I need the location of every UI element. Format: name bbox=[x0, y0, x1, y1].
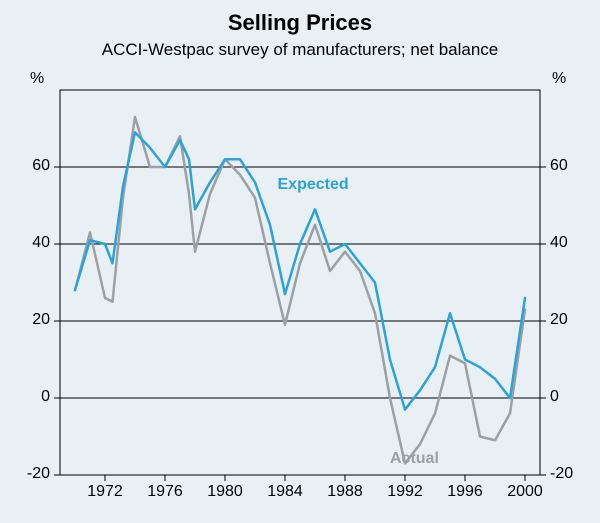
y-tick-right-60: 60 bbox=[550, 157, 568, 175]
chart-container: Selling Prices ACCI-Westpac survey of ma… bbox=[0, 0, 600, 523]
y-tick-left-20: 20 bbox=[0, 311, 50, 329]
y-unit-left: % bbox=[30, 70, 44, 88]
x-tick-1988: 1988 bbox=[320, 483, 370, 501]
x-tick-1976: 1976 bbox=[140, 483, 190, 501]
y-tick-right-40: 40 bbox=[550, 234, 568, 252]
y-tick-left-40: 40 bbox=[0, 234, 50, 252]
y-unit-right: % bbox=[552, 70, 566, 88]
y-tick-left-0: 0 bbox=[0, 388, 50, 406]
expected-label: Expected bbox=[278, 176, 349, 194]
y-tick-right--20: -20 bbox=[550, 465, 573, 483]
y-tick-left--20: -20 bbox=[0, 465, 50, 483]
y-tick-right-20: 20 bbox=[550, 311, 568, 329]
plot-area bbox=[0, 0, 600, 523]
x-tick-1972: 1972 bbox=[80, 483, 130, 501]
x-tick-1980: 1980 bbox=[200, 483, 250, 501]
actual-label: Actual bbox=[390, 450, 439, 468]
x-tick-1984: 1984 bbox=[260, 483, 310, 501]
y-tick-right-0: 0 bbox=[550, 388, 559, 406]
y-tick-left-60: 60 bbox=[0, 157, 50, 175]
x-tick-2000: 2000 bbox=[500, 483, 550, 501]
x-tick-1996: 1996 bbox=[440, 483, 490, 501]
x-tick-1992: 1992 bbox=[380, 483, 430, 501]
